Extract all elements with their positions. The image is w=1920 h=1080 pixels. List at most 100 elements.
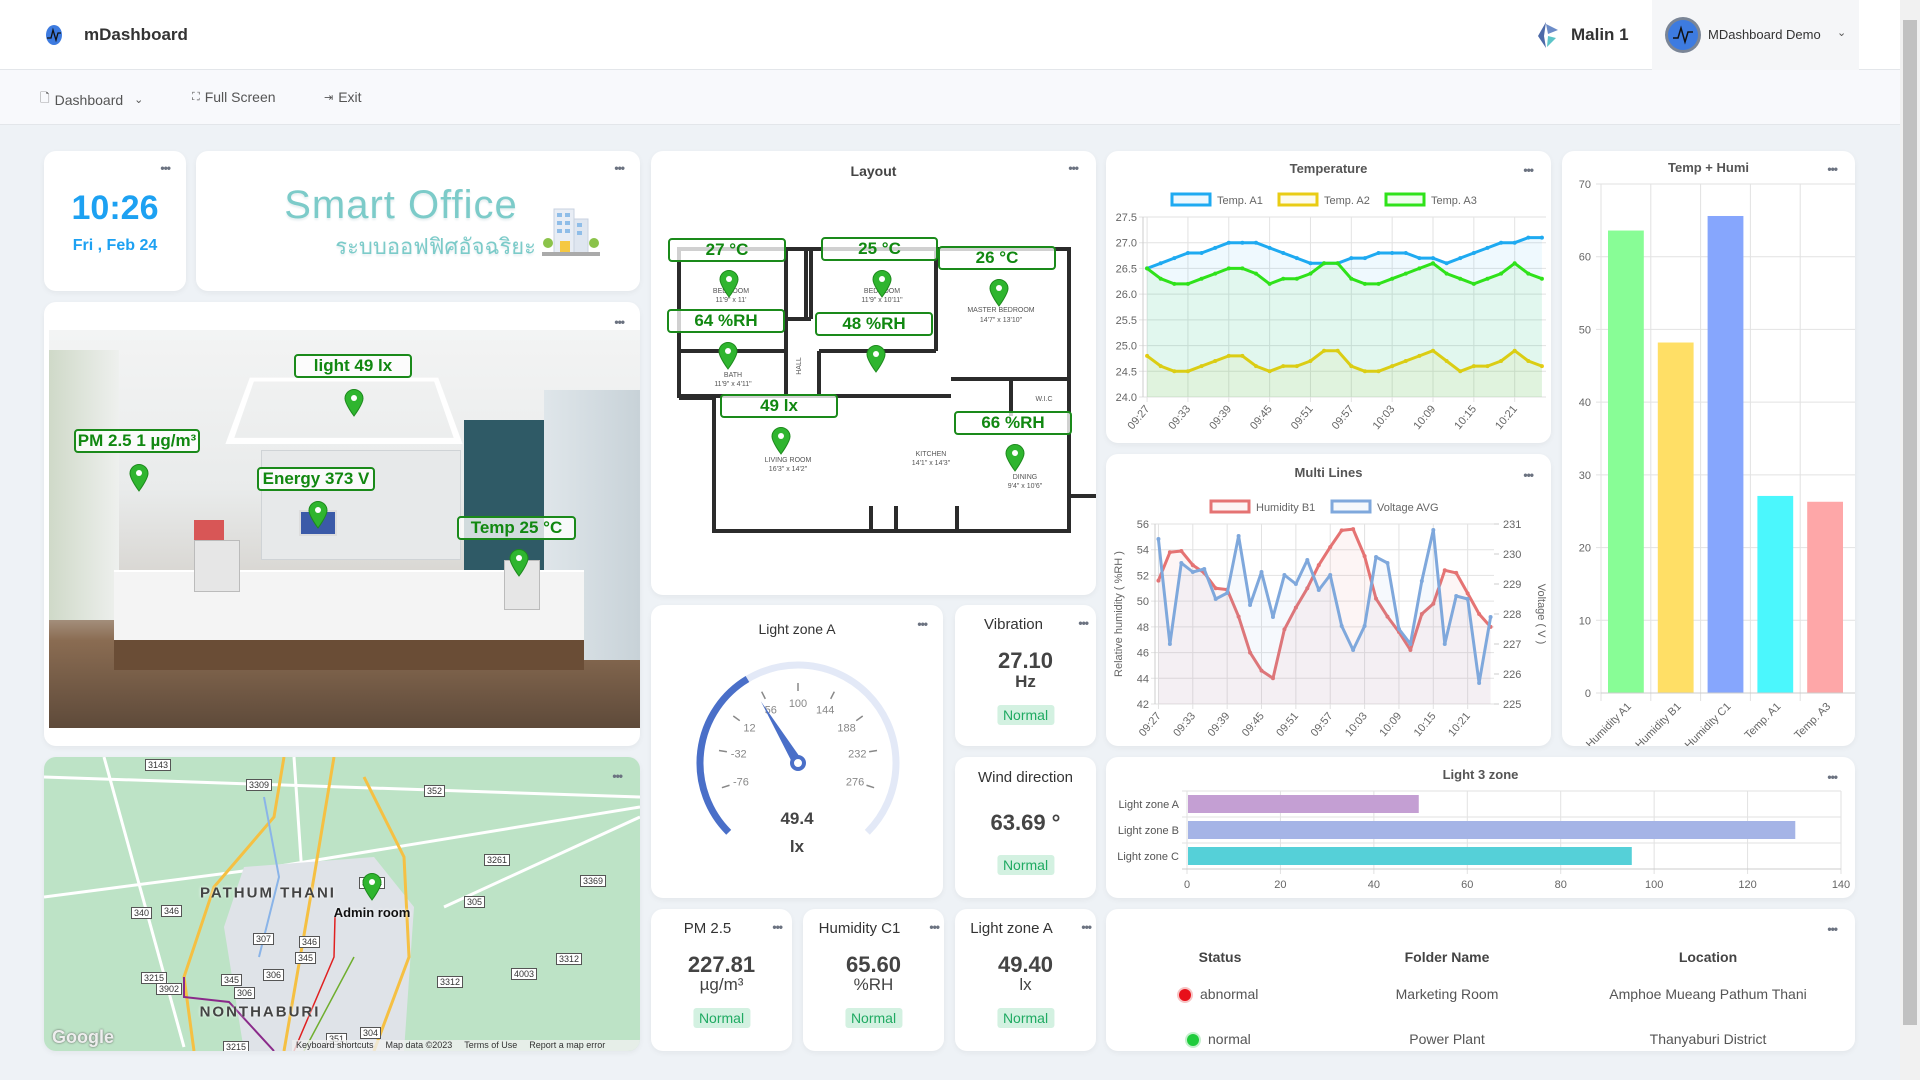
map-pin-icon[interactable] — [718, 342, 738, 370]
more-options-icon[interactable]: ••• — [929, 920, 940, 934]
more-options-icon[interactable]: ••• — [1827, 922, 1838, 936]
column-header-location: Location — [1678, 949, 1738, 965]
map-pin-icon[interactable] — [989, 279, 1009, 307]
exit-button[interactable]: ⇥ Exit — [324, 89, 362, 105]
stat-unit: %RH — [853, 975, 894, 994]
data-point — [1403, 271, 1408, 276]
data-point — [1477, 681, 1482, 685]
dashboard-menu[interactable]: 🗋 Dashboard ⌄ — [40, 89, 143, 110]
road-shield: 304 — [360, 1027, 382, 1039]
map-pin-icon[interactable] — [509, 549, 529, 577]
more-options-icon[interactable]: ••• — [1827, 162, 1838, 176]
data-point — [1512, 348, 1517, 353]
more-options-icon[interactable]: ••• — [1827, 770, 1838, 784]
map-pin-icon[interactable] — [771, 427, 791, 455]
data-point — [1454, 594, 1459, 598]
more-options-icon[interactable]: ••• — [160, 161, 171, 175]
data-point — [1254, 271, 1259, 276]
y2-axis-title: Voltage ( V ) — [1535, 584, 1547, 645]
light-sensor-tag[interactable]: light 49 lx — [294, 354, 412, 378]
gauge-tick-label: 144 — [816, 705, 834, 717]
more-options-icon[interactable]: ••• — [1523, 163, 1534, 177]
data-point — [1444, 359, 1449, 363]
more-options-icon[interactable]: ••• — [1068, 161, 1079, 175]
map-pin-icon[interactable] — [344, 389, 364, 417]
room-temp-tag[interactable]: 27 °C — [668, 238, 786, 262]
x-tick-label: 20 — [1274, 879, 1286, 891]
y2-tick-label: 230 — [1503, 549, 1521, 561]
more-options-icon[interactable]: ••• — [917, 617, 928, 631]
road-shield: 3309 — [246, 779, 273, 791]
y-tick-label: 25.5 — [1116, 315, 1137, 327]
gauge-unit: lx — [789, 837, 805, 856]
room-humidity-tag[interactable]: 48 %RH — [815, 312, 933, 336]
chart-title: Temp + Humi — [1667, 160, 1750, 175]
map-card[interactable]: 3143330935232613214336934034630530734634… — [44, 757, 640, 1051]
energy-sensor-tag[interactable]: Energy 373 V — [257, 467, 375, 491]
more-options-icon[interactable]: ••• — [614, 161, 625, 175]
room-light-tag[interactable]: 49 lx — [720, 394, 838, 418]
data-point — [1199, 276, 1204, 281]
data-point — [1281, 251, 1286, 255]
map-place-label: PATHUM THANI — [200, 884, 336, 902]
data-point — [1335, 348, 1340, 353]
more-options-icon[interactable]: ••• — [1081, 920, 1092, 934]
report-error-link[interactable]: Report a map error — [529, 1040, 606, 1050]
map-pin-icon[interactable] — [308, 501, 328, 529]
more-options-icon[interactable]: ••• — [772, 920, 783, 934]
x-tick-label: 09:45 — [1240, 710, 1267, 739]
data-point — [1190, 563, 1195, 568]
temp-sensor-tag[interactable]: Temp 25 °C — [457, 516, 576, 540]
more-options-icon[interactable]: ••• — [1523, 468, 1534, 482]
page-scrollbar[interactable] — [1900, 0, 1920, 1080]
legend-swatch — [1209, 499, 1251, 514]
terms-link[interactable]: Terms of Use — [464, 1040, 518, 1050]
data-point — [1281, 276, 1286, 281]
bar — [1188, 847, 1632, 865]
x-tick-label: 140 — [1832, 879, 1850, 891]
data-point — [1322, 261, 1327, 266]
series-line — [1156, 528, 1493, 685]
x-tick-label: 09:27 — [1125, 403, 1152, 432]
map-pin-icon[interactable] — [362, 873, 382, 901]
data-point — [1240, 240, 1245, 245]
user-menu[interactable]: MDashboard Demo ⌄ — [1652, 0, 1859, 70]
map-pin-icon[interactable] — [872, 270, 892, 298]
room-humidity-tag[interactable]: 64 %RH — [667, 309, 785, 333]
data-point — [1512, 261, 1517, 266]
road-shield: 345 — [221, 974, 243, 986]
stat-title: PM 2.5 — [683, 920, 732, 937]
data-point — [1376, 281, 1381, 286]
room-temp-tag[interactable]: 25 °C — [821, 237, 938, 261]
light-3-zone-chart-card: Light 3 zone ••• 0 20 40 60 80 100 120 140 Light… — [1106, 757, 1855, 898]
temp-humi-chart: 0 10 20 30 40 50 60 70 Humidity A1 Humidity B1Hum… — [1579, 179, 1855, 746]
data-point — [1156, 578, 1161, 583]
more-options-icon[interactable]: ••• — [614, 315, 625, 329]
data-point — [1417, 256, 1422, 261]
folder-name: Marketing Room — [1395, 986, 1499, 1002]
full-screen-button[interactable]: ⛶ Full Screen — [192, 89, 276, 105]
data-point — [1351, 648, 1356, 652]
scrollbar-thumb[interactable] — [1903, 20, 1917, 1025]
map-pin-icon[interactable] — [719, 270, 739, 298]
more-options-icon[interactable]: ••• — [1078, 616, 1089, 630]
floor-plan: BEDROOM11'9" x 11' BEDROOM11'9" x 10'11"… — [677, 247, 1096, 533]
data-point — [1458, 256, 1463, 261]
room-humidity-tag[interactable]: 66 %RH — [954, 411, 1072, 435]
map-pin-icon[interactable] — [129, 464, 149, 492]
data-point — [1444, 271, 1449, 276]
keyboard-shortcuts-link[interactable]: Keyboard shortcuts — [296, 1040, 374, 1050]
more-options-icon[interactable]: ••• — [612, 769, 623, 783]
vibration-card: Vibration ••• 27.10 Hz Normal — [955, 605, 1096, 746]
map-pin-icon[interactable] — [866, 345, 886, 373]
gauge-needle — [760, 701, 803, 766]
data-point — [1270, 676, 1275, 681]
road-shield: 346 — [299, 936, 321, 948]
map-pin-icon[interactable] — [1005, 444, 1025, 472]
data-point — [1185, 369, 1190, 374]
data-point — [1202, 567, 1207, 571]
room-temp-tag[interactable]: 26 °C — [938, 246, 1056, 270]
legend-label: Temp. A2 — [1324, 195, 1370, 207]
pm25-sensor-tag[interactable]: PM 2.5 1 µg/m³ — [74, 429, 200, 453]
gauge-title: Light zone A — [758, 621, 836, 637]
